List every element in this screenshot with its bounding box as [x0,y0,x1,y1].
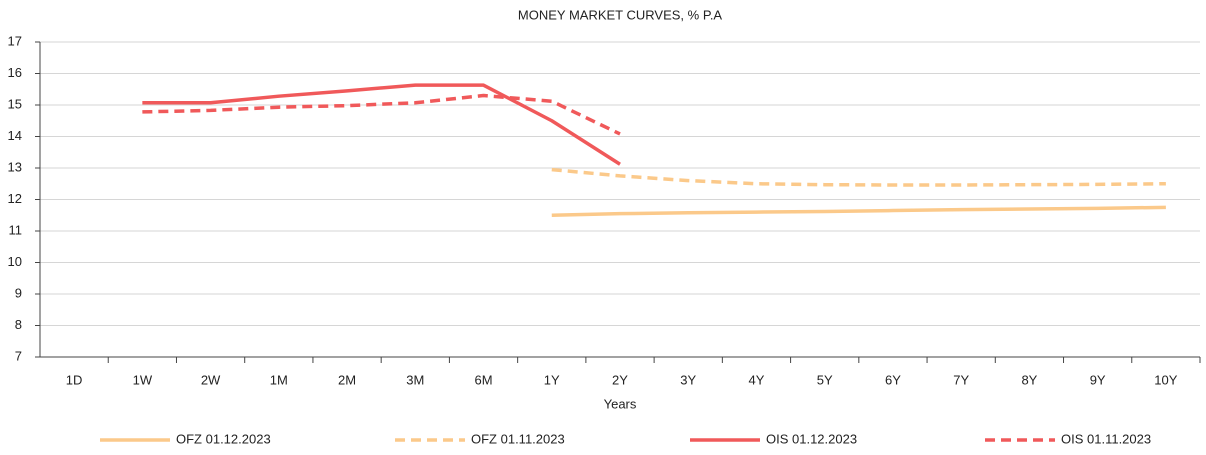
x-tick-label: 6M [474,372,492,387]
series-line [551,205,1166,217]
y-tick-label: 7 [15,348,22,363]
y-tick-label: 16 [8,65,22,80]
x-tick-label: 4Y [749,372,765,387]
x-tick-label: 1M [270,372,288,387]
x-tick-label: 6Y [885,372,901,387]
x-tick-label: 8Y [1021,372,1037,387]
y-tick-label: 13 [8,159,22,174]
y-tick-label: 8 [15,317,22,332]
x-tick-label: 1D [66,372,83,387]
x-tick-label: 3Y [680,372,696,387]
x-tick-label: 1Y [544,372,560,387]
chart-title: MONEY MARKET CURVES, % P.A [518,7,723,22]
x-tick-label: 3M [406,372,424,387]
x-tick-label: 10Y [1154,372,1177,387]
legend-label: OIS 01.12.2023 [766,431,857,446]
y-tick-label: 15 [8,96,22,111]
x-tick-label: 5Y [817,372,833,387]
series-line [142,83,621,166]
y-tick-label: 11 [9,222,23,237]
y-tick-label: 9 [15,285,22,300]
series-line [551,167,1166,187]
x-tick-label: 2M [338,372,356,387]
y-tick-label: 14 [8,128,22,143]
legend-label: OFZ 01.12.2023 [176,431,271,446]
x-tick-label: 7Y [953,372,969,387]
x-tick-label: 2Y [612,372,628,387]
legend-label: OIS 01.11.2023 [1061,431,1151,446]
x-tick-label: 2W [201,372,221,387]
legend-label: OFZ 01.11.2023 [471,431,565,446]
y-tick-label: 12 [8,191,22,206]
y-tick-label: 10 [8,254,22,269]
y-tick-label: 17 [8,33,22,48]
x-axis-title: Years [604,396,637,411]
x-tick-label: 1W [133,372,153,387]
x-tick-label: 9Y [1090,372,1106,387]
